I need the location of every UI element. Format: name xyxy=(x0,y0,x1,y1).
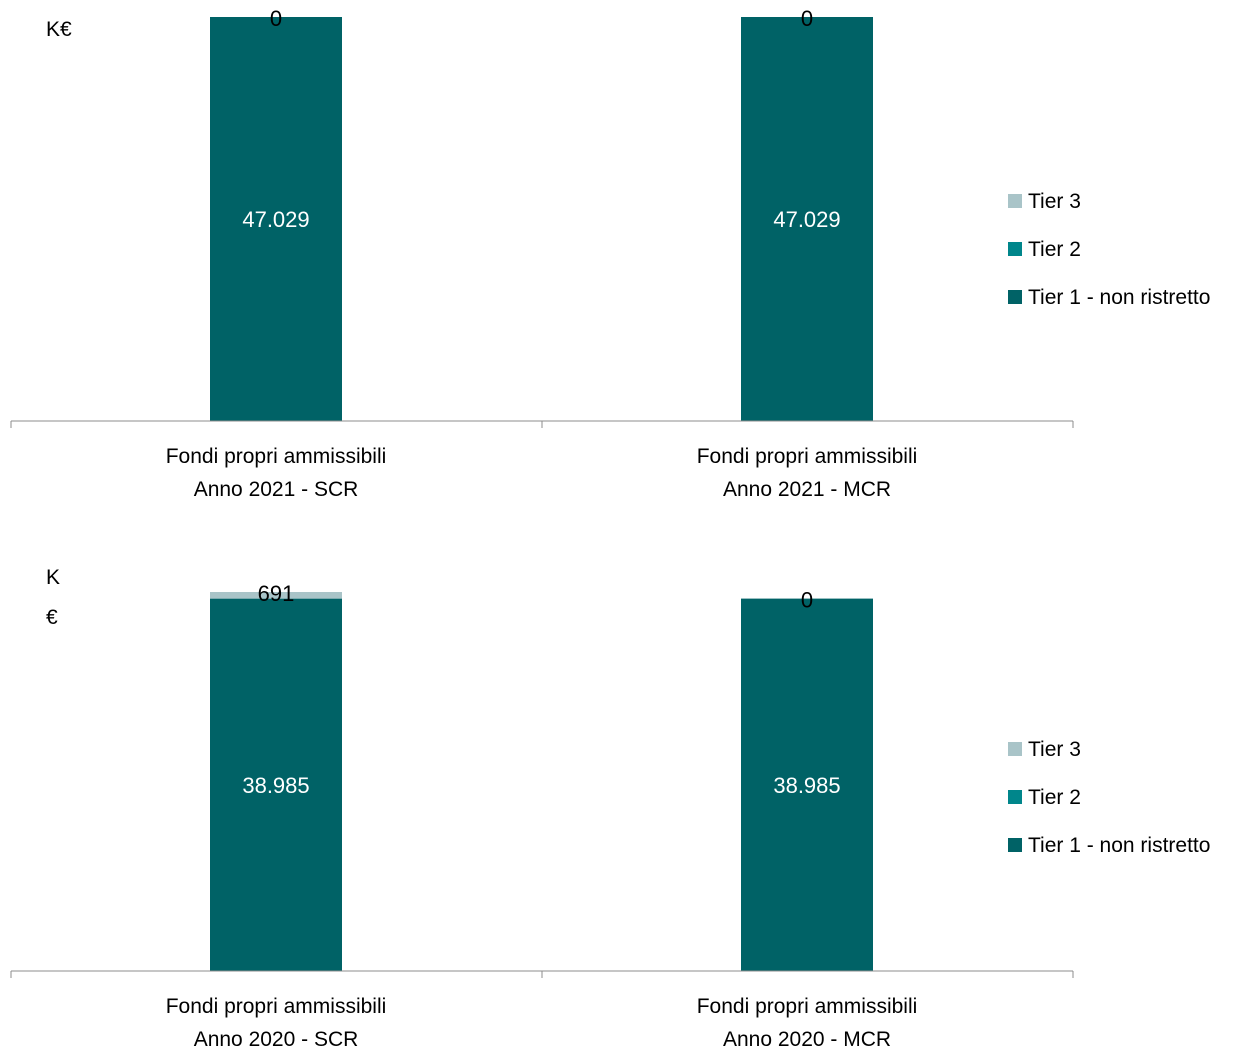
data-label: 0 xyxy=(270,6,282,31)
data-label: 38.985 xyxy=(773,773,840,798)
category-label: Anno 2020 - SCR xyxy=(194,1028,359,1051)
legend-entry: Tier 1 - non ristretto xyxy=(1028,834,1210,857)
bar-tier-1-non-ristretto xyxy=(210,17,342,421)
legend-swatch xyxy=(1008,242,1022,256)
legend-entry: Tier 2 xyxy=(1028,238,1081,261)
bar-tier-1-non-ristretto xyxy=(210,598,342,971)
data-label: 0 xyxy=(801,588,813,613)
data-label: 0 xyxy=(801,6,813,31)
category-label: Fondi propri ammissibili xyxy=(166,995,387,1018)
data-label: 47.029 xyxy=(773,207,840,232)
unit-label: € xyxy=(46,606,58,629)
legend-swatch xyxy=(1008,790,1022,804)
category-label: Fondi propri ammissibili xyxy=(697,995,918,1018)
data-label: 691 xyxy=(258,581,295,606)
legend-swatch xyxy=(1008,290,1022,304)
unit-label: K xyxy=(46,566,60,589)
legend-entry: Tier 3 xyxy=(1028,190,1081,213)
bar-tier-3 xyxy=(210,592,342,599)
legend-entry: Tier 1 - non ristretto xyxy=(1028,286,1210,309)
category-label: Fondi propri ammissibili xyxy=(697,445,918,468)
legend-swatch xyxy=(1008,838,1022,852)
legend-entry: Tier 3 xyxy=(1028,738,1081,761)
category-label: Anno 2021 - MCR xyxy=(723,478,891,501)
category-label: Fondi propri ammissibili xyxy=(166,445,387,468)
category-label: Anno 2020 - MCR xyxy=(723,1028,891,1051)
bar-tier-1-non-ristretto xyxy=(741,17,873,421)
data-label: 38.985 xyxy=(242,773,309,798)
chart-1: K€ 47.029 0 Fondi propri ammissibili Anno 20… xyxy=(10,6,1210,501)
category-label: Anno 2021 - SCR xyxy=(194,478,359,501)
unit-label: K€ xyxy=(46,18,72,41)
bar-tier-1-non-ristretto xyxy=(741,598,873,971)
legend-swatch xyxy=(1008,742,1022,756)
legend-swatch xyxy=(1008,194,1022,208)
data-label: 47.029 xyxy=(242,207,309,232)
chart-2: K €38.985 691 Fondi propri ammissibili Anno … xyxy=(10,566,1210,1051)
legend-entry: Tier 2 xyxy=(1028,786,1081,809)
